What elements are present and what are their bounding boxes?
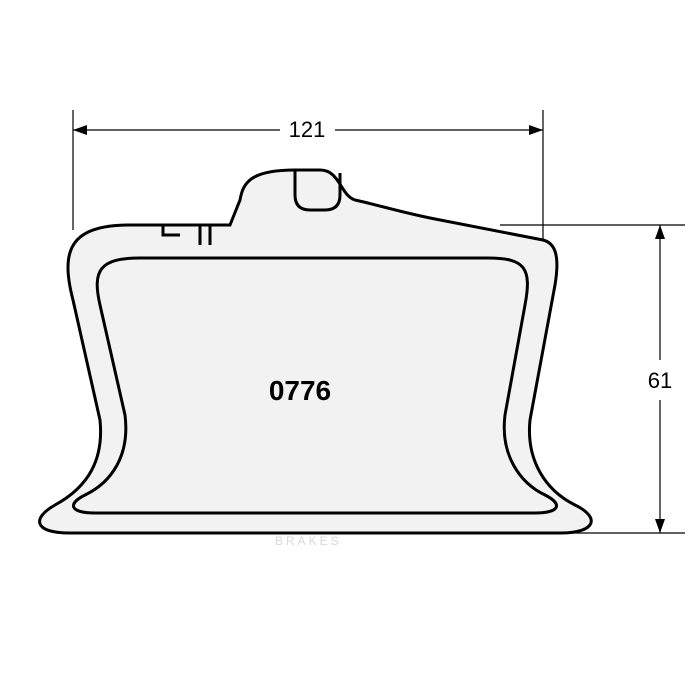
technical-drawing: PFC BRAKES 121 61 0: [0, 0, 700, 700]
arrow-left: [73, 125, 87, 135]
width-value: 121: [289, 117, 326, 142]
watermark-line2: BRAKES: [275, 534, 342, 548]
arrow-up: [655, 225, 665, 239]
part-number: 0776: [269, 375, 331, 406]
arrow-down: [655, 519, 665, 533]
arrow-right: [529, 125, 543, 135]
height-value: 61: [648, 368, 672, 393]
